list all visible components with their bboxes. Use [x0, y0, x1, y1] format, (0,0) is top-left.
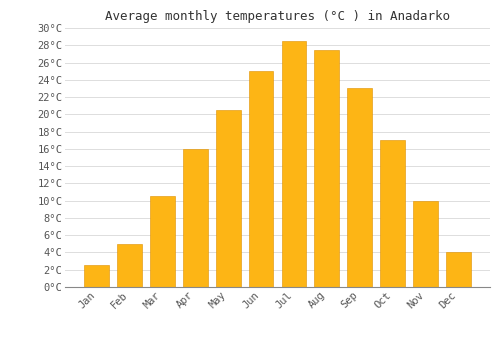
Bar: [348, 89, 372, 287]
Bar: [248, 71, 274, 287]
Bar: [117, 244, 142, 287]
Bar: [314, 50, 339, 287]
Bar: [380, 140, 405, 287]
Bar: [183, 149, 208, 287]
Title: Average monthly temperatures (°C ) in Anadarko: Average monthly temperatures (°C ) in An…: [105, 10, 450, 23]
Bar: [84, 265, 109, 287]
Bar: [216, 110, 240, 287]
Bar: [413, 201, 438, 287]
Bar: [150, 196, 174, 287]
Bar: [446, 252, 470, 287]
Bar: [282, 41, 306, 287]
